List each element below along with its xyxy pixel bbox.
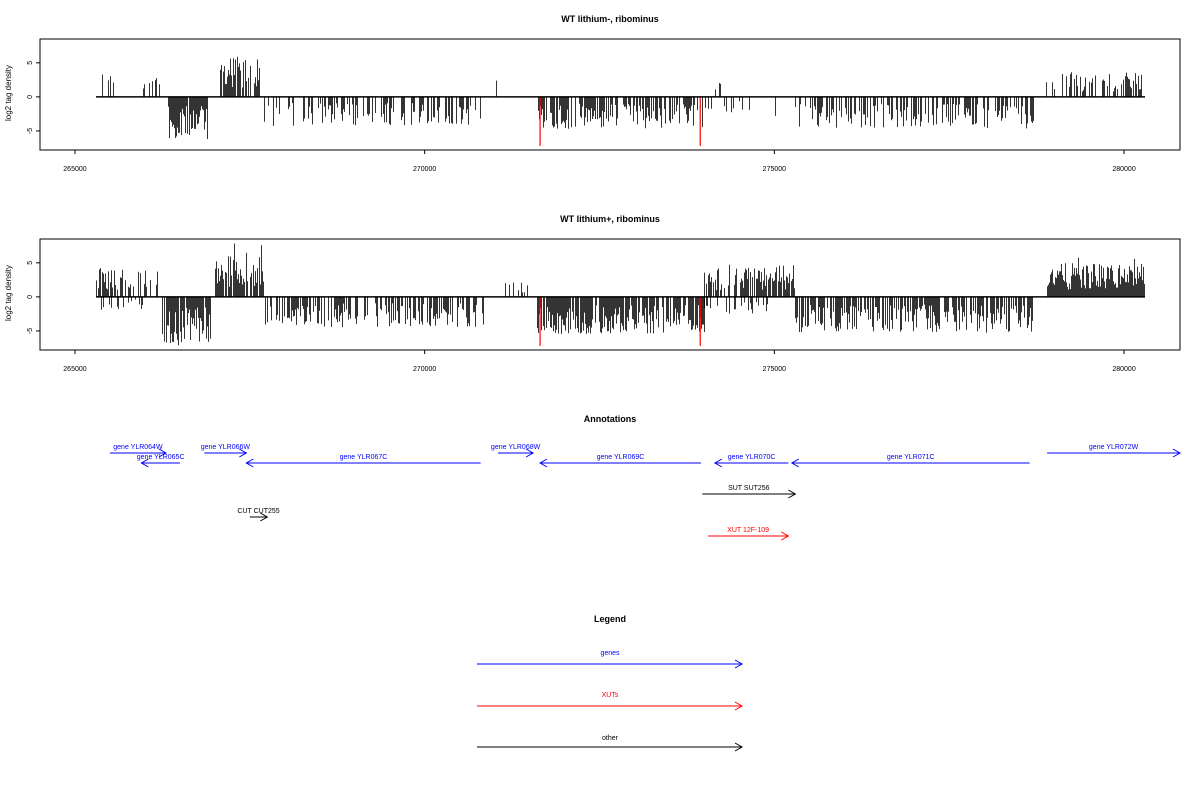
svg-text:-5: -5 (27, 328, 34, 334)
arrowhead (734, 659, 744, 669)
density-bars (102, 56, 1142, 140)
arrowhead (1172, 448, 1182, 458)
plot-frame (39, 38, 1181, 151)
feature-gene-ylr065c: gene YLR065C (137, 454, 185, 468)
arrowhead (790, 458, 800, 468)
svg-text:0: 0 (27, 295, 34, 299)
y-tick: 0 (27, 295, 40, 299)
svg-text:5: 5 (27, 61, 34, 65)
x-tick: 265000 (63, 150, 87, 173)
svg-text:275000: 275000 (763, 366, 786, 373)
legend-item-xuts: XUTs (477, 692, 744, 711)
arrowhead (788, 489, 797, 499)
y-axis: -5 0 5 (27, 61, 41, 134)
arrowhead (245, 458, 254, 468)
x-axis: 265000 270000 275000 280000 (63, 349, 1136, 373)
feature-list: gene YLR064W gene YLR065C gene YLR066W gene… (109, 444, 1182, 541)
y-tick: 5 (27, 61, 40, 65)
x-tick: 270000 (413, 150, 436, 173)
arrowhead (158, 448, 167, 458)
svg-text:265000: 265000 (63, 366, 86, 373)
arrowhead (260, 512, 269, 522)
feature-label: gene YLR071C (887, 454, 935, 461)
legend-title: Legend (594, 614, 626, 624)
feature-gene-ylr064w: gene YLR064W (109, 444, 167, 458)
x-axis: 265000 270000 275000 280000 (63, 149, 1136, 173)
arrowhead (239, 448, 248, 458)
arrowhead (140, 458, 149, 468)
feature-gene-ylr069c: gene YLR069C (539, 454, 701, 468)
feature-sut-sut256: SUT SUT256 (702, 485, 797, 499)
feature-gene-ylr071c: gene YLR071C (790, 454, 1030, 468)
feature-label: gene YLR065C (137, 454, 185, 461)
feature-label: gene YLR066W (201, 444, 251, 451)
panel-title: WT lithium-, ribominus (561, 14, 659, 24)
feature-gene-ylr066w: gene YLR066W (201, 444, 251, 458)
feature-gene-ylr070c: gene YLR070C (713, 454, 789, 468)
svg-text:265000: 265000 (63, 166, 86, 173)
arrowhead (781, 531, 790, 541)
highlight-bars (539, 96, 701, 146)
svg-text:270000: 270000 (413, 166, 436, 173)
track-panel-lithium-plus: WT lithium+, ribominus log2 tag density … (4, 214, 1181, 373)
x-tick: 275000 (763, 350, 786, 373)
svg-text:275000: 275000 (763, 166, 786, 173)
feature-label: gene YLR068W (491, 444, 541, 451)
y-tick: 0 (27, 95, 40, 99)
feature-gene-ylr067c: gene YLR067C (245, 454, 481, 468)
svg-text:0: 0 (27, 95, 34, 99)
svg-text:5: 5 (27, 261, 34, 265)
arrowhead (734, 701, 744, 711)
track-panel-lithium-minus: WT lithium-, ribominus log2 tag density … (4, 14, 1181, 173)
feature-gene-ylr072w: gene YLR072W (1047, 444, 1182, 458)
feature-label: CUT CUT255 (237, 508, 279, 515)
density-bars (96, 243, 1145, 346)
svg-text:-5: -5 (27, 128, 34, 134)
feature-label: gene YLR067C (340, 454, 388, 461)
feature-label: gene YLR072W (1089, 444, 1139, 451)
feature-label: XUT 12F-109 (727, 527, 769, 534)
legend-label: genes (600, 650, 620, 657)
x-tick: 280000 (1112, 150, 1136, 173)
legend-label: XUTs (602, 692, 619, 699)
feature-gene-ylr068w: gene YLR068W (491, 444, 541, 458)
legend: Legend genes XUTs other (477, 614, 744, 752)
y-tick: 5 (27, 261, 40, 265)
legend-label: other (602, 735, 619, 742)
y-axis: -5 0 5 (27, 261, 41, 334)
svg-text:270000: 270000 (413, 366, 436, 373)
legend-item-other: other (477, 735, 744, 752)
arrowhead (525, 448, 535, 458)
plot-frame (39, 238, 1181, 351)
svg-text:280000: 280000 (1112, 366, 1135, 373)
y-tick: -5 (27, 328, 40, 334)
annotations-title: Annotations (584, 414, 637, 424)
feature-label: SUT SUT256 (728, 485, 770, 492)
feature-label: gene YLR069C (597, 454, 645, 461)
arrowhead (713, 458, 723, 468)
feature-xut-12f-109: XUT 12F-109 (707, 527, 790, 541)
arrowhead (539, 458, 548, 468)
x-tick: 270000 (413, 350, 436, 373)
panel-title: WT lithium+, ribominus (560, 214, 660, 224)
svg-text:280000: 280000 (1112, 166, 1135, 173)
x-tick: 275000 (763, 150, 786, 173)
highlight-bars (539, 296, 701, 346)
x-tick: 265000 (63, 350, 87, 373)
y-axis-label: log2 tag density (4, 265, 13, 321)
legend-item-genes: genes (477, 650, 744, 669)
y-tick: -5 (27, 128, 40, 134)
arrowhead (734, 742, 744, 752)
x-tick: 280000 (1112, 350, 1136, 373)
feature-label: gene YLR070C (728, 454, 776, 461)
feature-cut-cut255: CUT CUT255 (237, 508, 280, 522)
feature-label: gene YLR064W (113, 444, 163, 451)
y-axis-label: log2 tag density (4, 65, 13, 121)
